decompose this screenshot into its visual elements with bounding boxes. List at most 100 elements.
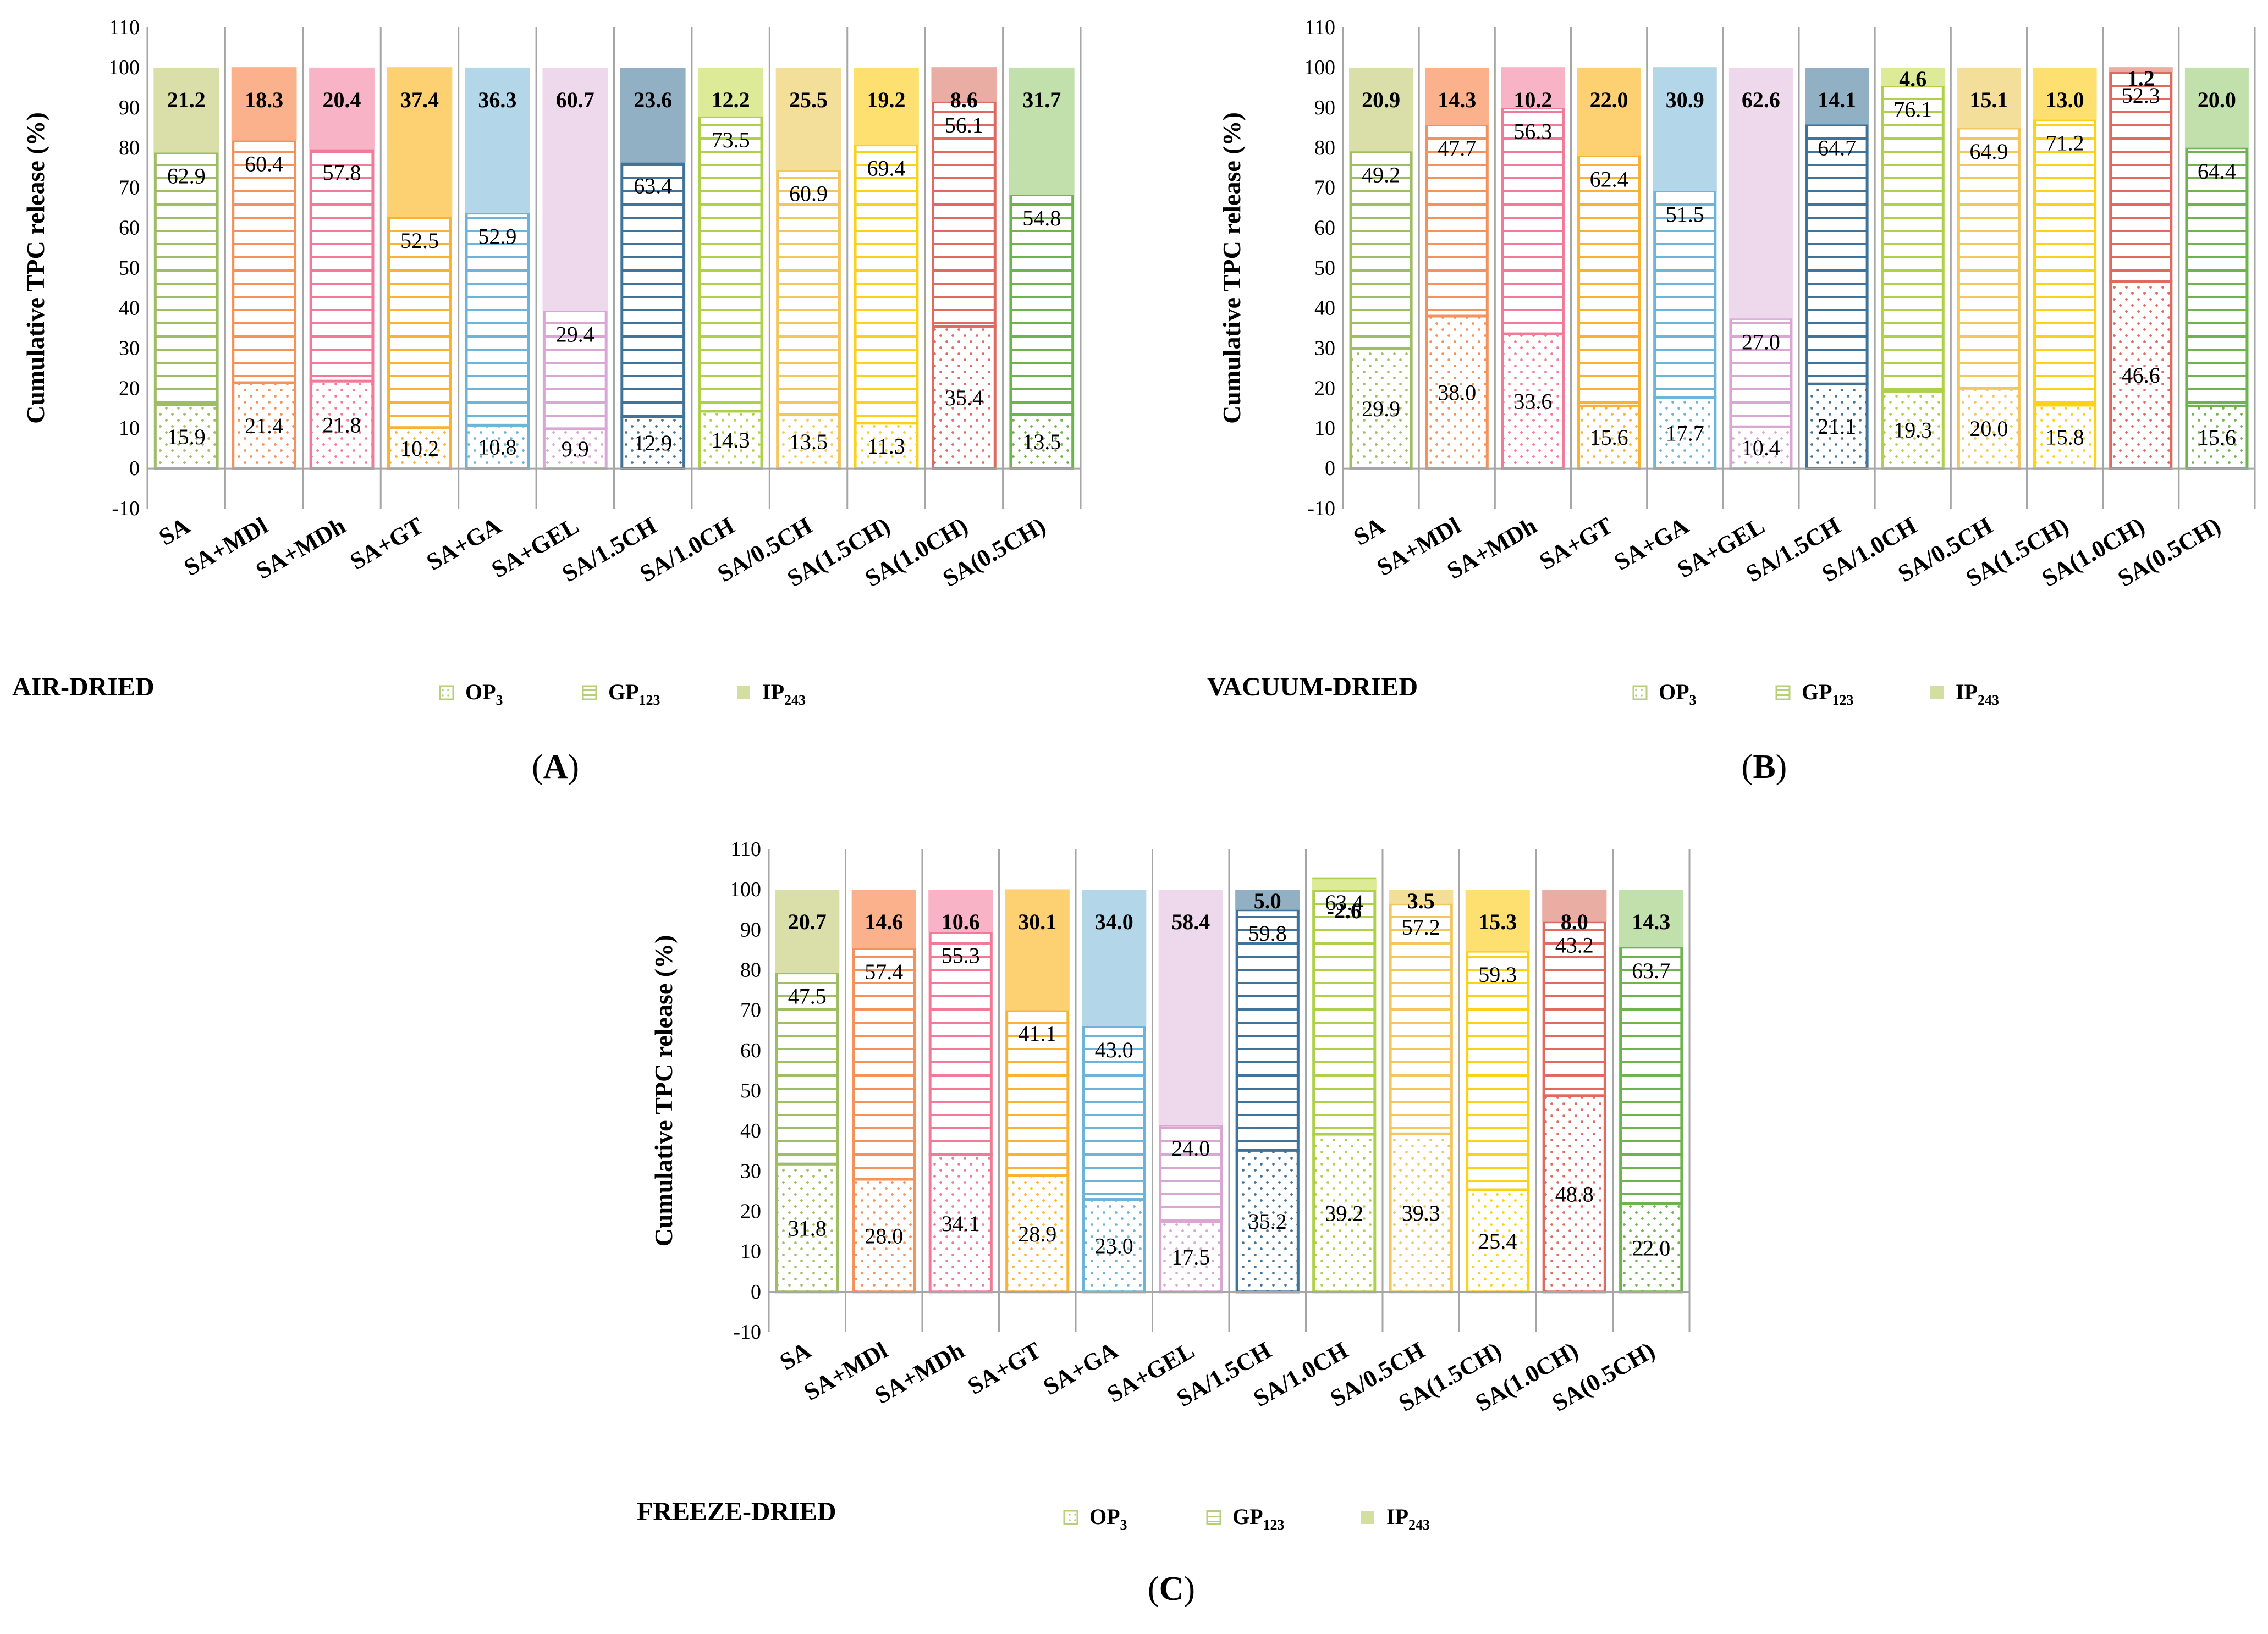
pb-bar-sa-0-5ch-gp xyxy=(1957,126,2021,390)
pa-bar-sa-mdl-op-label: 21.4 xyxy=(245,413,283,438)
pc-bar-sa-1-5ch-ip xyxy=(1465,890,1530,952)
pa-ytick-label: -10 xyxy=(112,497,140,520)
pa-bar-sa-gel-gp xyxy=(542,310,608,430)
pa-legend-label-gp: GP123 xyxy=(608,680,660,708)
pb-bar-sa-gel-gp-label: 27.0 xyxy=(1742,329,1780,354)
pc-subtitle: FREEZE-DRIED xyxy=(637,1497,836,1526)
pa-bar-sa-1-0ch-gp xyxy=(698,115,763,413)
pb-bar-sa-1-0ch-gp-label: 76.1 xyxy=(1893,97,1932,122)
pc-bar-sa-1-5ch-gp xyxy=(1235,908,1300,1152)
pc-bar-sa-gp xyxy=(775,971,839,1166)
pc-legend-swatch-ip xyxy=(1361,1511,1374,1524)
pc-bar-sa-ga-gp-label: 43.0 xyxy=(1095,1037,1133,1062)
pa-bar-sa-1-0ch-ip-label: 8.6 xyxy=(950,87,978,112)
pb-bar-sa-1-5ch-ip xyxy=(2033,67,2097,120)
pc-bar-sa-1-5ch-op-label: 35.2 xyxy=(1248,1209,1287,1234)
pc-bar-sa-1-0ch-ip-label: -2.6 xyxy=(1327,898,1362,923)
pc-bar-sa-gt-ip-label: 30.1 xyxy=(1018,909,1056,934)
pc-bar-sa-1-5ch-gp xyxy=(1466,950,1530,1191)
pb-bar-sa-0-5ch-op-label: 20.0 xyxy=(1969,416,2008,441)
pa-legend-swatch-gp xyxy=(582,685,597,700)
pb-bar-sa-op xyxy=(1349,347,1413,470)
pa-bar-sa-gt-ip-label: 37.4 xyxy=(400,87,439,112)
pb-bar-sa-1-0ch-op xyxy=(2109,280,2173,470)
pa-ytick-label: 0 xyxy=(129,457,140,480)
pb-bar-sa-gp xyxy=(1349,150,1413,350)
pc-ytick-label: 10 xyxy=(740,1240,761,1263)
pb-bar-sa-mdh-gp xyxy=(1501,107,1565,335)
pc-bar-sa-0-5ch-ip xyxy=(1619,890,1683,947)
pa-bar-sa-mdh-ip-label: 20.4 xyxy=(323,87,361,112)
pb-subtitle: VACUUM-DRIED xyxy=(1207,672,1418,702)
pc-ytick-label: 60 xyxy=(740,1039,761,1062)
pb-bar-sa-0-5ch-gp-label: 64.4 xyxy=(2198,159,2236,184)
pc-bar-sa-mdh-op-label: 34.1 xyxy=(942,1211,980,1236)
pa-bar-sa-0-5ch-ip xyxy=(775,68,841,170)
pc-bar-sa-1-0ch-op xyxy=(1542,1094,1606,1294)
pa-ytick-label: 40 xyxy=(119,296,140,319)
pa-bar-sa-1-5ch-gp xyxy=(854,143,919,425)
pc-ytick-label: 50 xyxy=(740,1079,761,1102)
pc-bar-sa-0-5ch-ip-label: 14.3 xyxy=(1632,909,1670,934)
pb-ytick-label: 110 xyxy=(1304,16,1335,39)
pb-ytick-label: 20 xyxy=(1314,377,1335,400)
pc-category-label: SA+GT xyxy=(963,1337,1045,1400)
pa-bar-sa-gp-label: 62.9 xyxy=(167,164,206,189)
pb-bar-sa-1-5ch-gp-label: 71.2 xyxy=(2046,131,2084,156)
pc-bar-sa-1-0ch-gp xyxy=(1542,920,1606,1097)
pa-bar-sa-gel-op-label: 9.9 xyxy=(562,437,589,461)
pa-bar-sa-1-0ch-op-label: 14.3 xyxy=(712,428,750,452)
pa-panel-label: (A) xyxy=(532,748,579,786)
pc-bar-sa-ga-ip-label: 34.0 xyxy=(1095,909,1133,934)
panel-a: -10 0 10 20 30 40 50 60 70 80 90 100 110 Cumulative T… xyxy=(12,16,1082,786)
pb-bar-sa-ga-ip-label: 30.9 xyxy=(1666,87,1704,112)
pb-bar-sa-gel-op-label: 10.4 xyxy=(1742,435,1780,460)
pa-bar-sa-1-0ch-gp xyxy=(931,100,997,328)
pc-bar-sa-ip xyxy=(775,890,840,973)
pa-bar-sa-0-5ch-gp-label: 60.9 xyxy=(789,181,828,206)
pc-bar-sa-ip-label: 20.7 xyxy=(788,909,827,934)
pb-ytick-label: 10 xyxy=(1314,417,1335,440)
pb-bar-sa-1-0ch-ip xyxy=(2109,67,2173,72)
pa-bar-sa-mdl-gp-label: 60.4 xyxy=(245,152,283,176)
pa-bar-sa-ga-gp-label: 52.9 xyxy=(478,224,516,249)
pa-legend-label-ip: IP243 xyxy=(762,680,806,708)
pc-bar-sa-ga-gp xyxy=(1082,1025,1146,1201)
pb-bar-sa-gt-ip xyxy=(1577,67,1641,156)
pa-bar-sa-1-5ch-gp-label: 69.4 xyxy=(867,156,905,181)
pb-legend-swatch-gp xyxy=(1775,685,1791,700)
pc-bar-sa-0-5ch-gp-label: 57.2 xyxy=(1402,915,1440,940)
pb-bar-sa-0-5ch-ip xyxy=(2184,67,2249,148)
pc-bar-sa-1-5ch-ip-label: 5.0 xyxy=(1254,888,1281,913)
pa-bar-sa-0-5ch-ip xyxy=(1009,67,1075,195)
pc-bar-sa-gt-gp xyxy=(1005,1009,1070,1177)
pa-bar-sa-1-5ch-ip-label: 23.6 xyxy=(634,87,672,112)
pc-bar-sa-1-5ch-op xyxy=(1235,1149,1300,1294)
pc-bar-sa-mdl-ip xyxy=(851,890,916,948)
pc-bar-sa-1-0ch-gp-label: 63.4 xyxy=(1325,890,1363,915)
pc-bar-sa-1-5ch-op-label: 25.4 xyxy=(1478,1229,1517,1254)
pc-bar-sa-1-5ch-gp-label: 59.3 xyxy=(1478,962,1517,987)
pc-bar-sa-gel-gp xyxy=(1159,1123,1223,1223)
pb-bar-sa-1-5ch-gp xyxy=(1805,123,1869,385)
pb-legend-swatch-op xyxy=(1632,685,1648,700)
pa-bar-sa-mdh-gp-label: 57.8 xyxy=(323,161,361,185)
pc-bar-sa-0-5ch-ip-label: 3.5 xyxy=(1407,888,1435,913)
pb-bar-sa-gel-op xyxy=(1729,425,1793,470)
pb-bar-sa-0-5ch-gp-label: 64.9 xyxy=(1969,139,2008,164)
pc-bar-sa-gt-op xyxy=(1005,1174,1070,1294)
pa-bar-sa-1-0ch-ip xyxy=(698,67,764,117)
pa-bar-sa-0-5ch-ip-label: 25.5 xyxy=(789,87,828,112)
pb-bar-sa-1-0ch-op xyxy=(1881,389,1945,470)
pa-bar-sa-0-5ch-op xyxy=(1009,413,1075,470)
pa-bar-sa-1-5ch-op-label: 11.3 xyxy=(867,434,905,459)
pb-bar-sa-mdl-ip xyxy=(1425,67,1489,125)
pc-bar-sa-gel-op-label: 17.5 xyxy=(1171,1245,1210,1269)
pc-panel-label: (C) xyxy=(1148,1570,1195,1608)
pc-bar-sa-1-5ch-ip-label: 15.3 xyxy=(1478,909,1517,934)
pc-bar-sa-1-0ch-ip-label: 8.0 xyxy=(1561,909,1588,934)
pc-bar-sa-1-0ch-gp-label: 43.2 xyxy=(1555,933,1594,958)
pc-bar-sa-mdl-gp xyxy=(852,947,916,1181)
pc-bar-sa-1-0ch-op-label: 39.2 xyxy=(1325,1201,1363,1225)
